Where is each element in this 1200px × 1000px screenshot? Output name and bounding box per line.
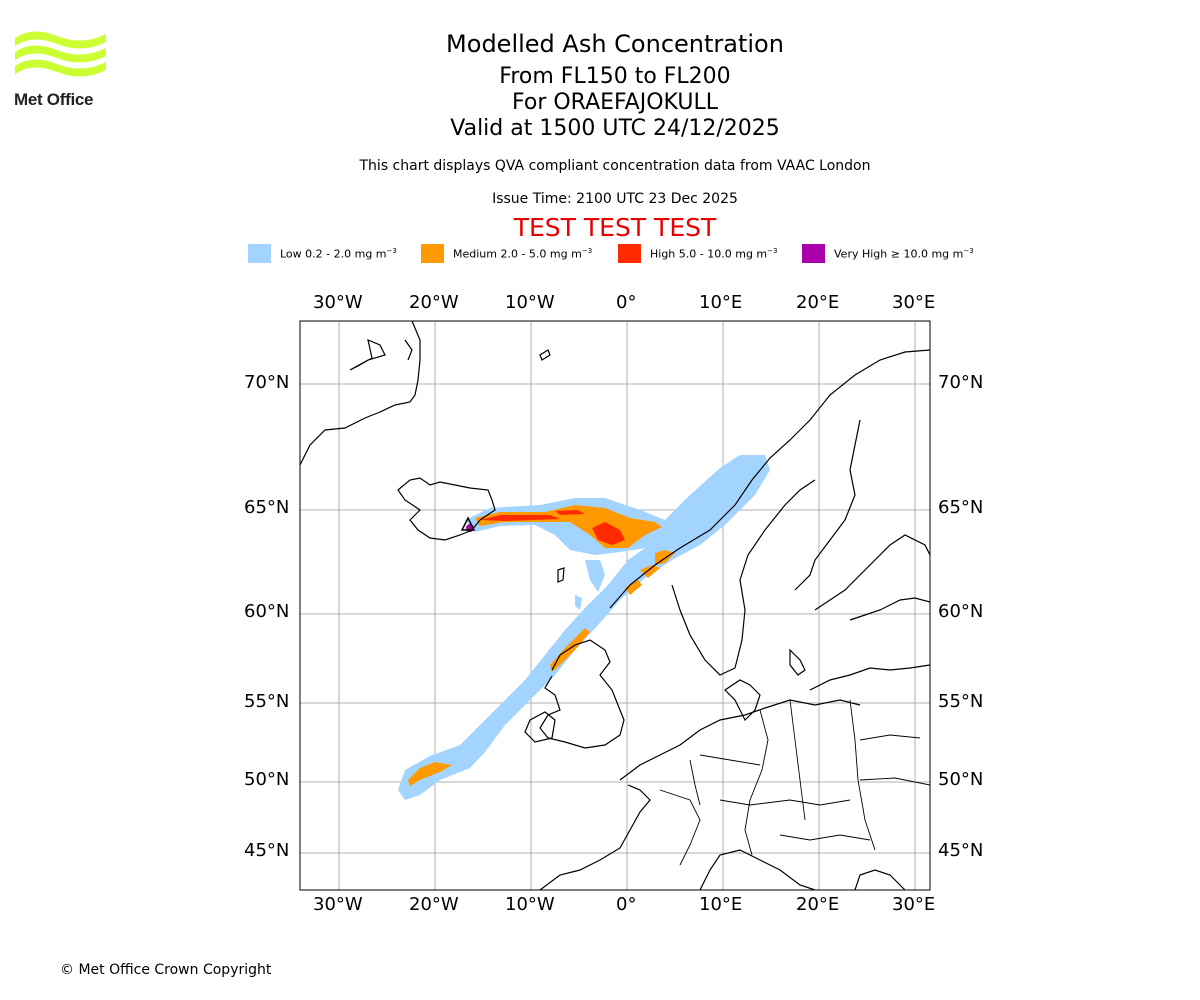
ash-low-concentration	[398, 455, 770, 800]
lat-tick-left: 55°N	[244, 691, 290, 712]
lat-tick-right: 70°N	[938, 372, 984, 393]
test-banner: TEST TEST TEST	[513, 213, 717, 242]
legend-swatch-very-high	[802, 244, 825, 263]
lon-tick-top: 10°W	[505, 292, 555, 313]
met-office-waves-icon	[15, 31, 106, 77]
lat-tick-right: 55°N	[938, 691, 984, 712]
lon-tick-bottom: 10°W	[505, 894, 555, 915]
logo-text: Met Office	[14, 90, 94, 109]
lat-tick-left: 60°N	[244, 601, 290, 622]
valid-time: Valid at 1500 UTC 24/12/2025	[450, 116, 780, 141]
met-office-logo: Met Office	[12, 28, 112, 114]
lat-tick-left: 45°N	[244, 840, 290, 861]
issue-time: Issue Time: 2100 UTC 23 Dec 2025	[492, 191, 738, 207]
legend-label-low: Low 0.2 - 2.0 mg m−3	[280, 247, 397, 261]
lat-tick-right: 50°N	[938, 769, 984, 790]
lon-tick-top: 0°	[616, 292, 637, 313]
lat-tick-right: 60°N	[938, 601, 984, 622]
lon-tick-top: 20°E	[796, 292, 840, 313]
lon-tick-top: 30°E	[892, 292, 936, 313]
coastlines	[300, 321, 930, 890]
lon-tick-top: 10°E	[699, 292, 743, 313]
legend-label-medium: Medium 2.0 - 5.0 mg m−3	[453, 247, 593, 261]
lat-tick-left: 65°N	[244, 497, 290, 518]
flight-level-range: From FL150 to FL200	[499, 64, 731, 89]
volcano-marker-icon	[460, 516, 476, 531]
lat-tick-right: 65°N	[938, 497, 984, 518]
lon-tick-bottom: 30°E	[892, 894, 936, 915]
lon-tick-bottom: 30°W	[313, 894, 363, 915]
lon-tick-top: 30°W	[313, 292, 363, 313]
chart-title: Modelled Ash Concentration	[446, 30, 784, 58]
lat-tick-left: 70°N	[244, 372, 290, 393]
ash-high-concentration	[480, 510, 625, 545]
lon-tick-bottom: 20°E	[796, 894, 840, 915]
legend-swatch-high	[618, 244, 641, 263]
lon-tick-bottom: 0°	[616, 894, 637, 915]
map-frame	[299, 320, 931, 891]
lon-tick-top: 20°W	[409, 292, 459, 313]
lat-tick-left: 50°N	[244, 769, 290, 790]
lon-tick-bottom: 10°E	[699, 894, 743, 915]
graticule	[300, 321, 930, 890]
chart-description: This chart displays QVA compliant concen…	[359, 158, 871, 174]
legend-label-high: High 5.0 - 10.0 mg m−3	[650, 247, 778, 261]
legend-swatch-medium	[421, 244, 444, 263]
legend-label-very-high: Very High ≥ 10.0 mg m−3	[834, 247, 974, 261]
legend-swatch-low	[248, 244, 271, 263]
volcano-name: For ORAEFAJOKULL	[512, 90, 718, 115]
copyright: © Met Office Crown Copyright	[60, 962, 272, 978]
lat-tick-right: 45°N	[938, 840, 984, 861]
lon-tick-bottom: 20°W	[409, 894, 459, 915]
